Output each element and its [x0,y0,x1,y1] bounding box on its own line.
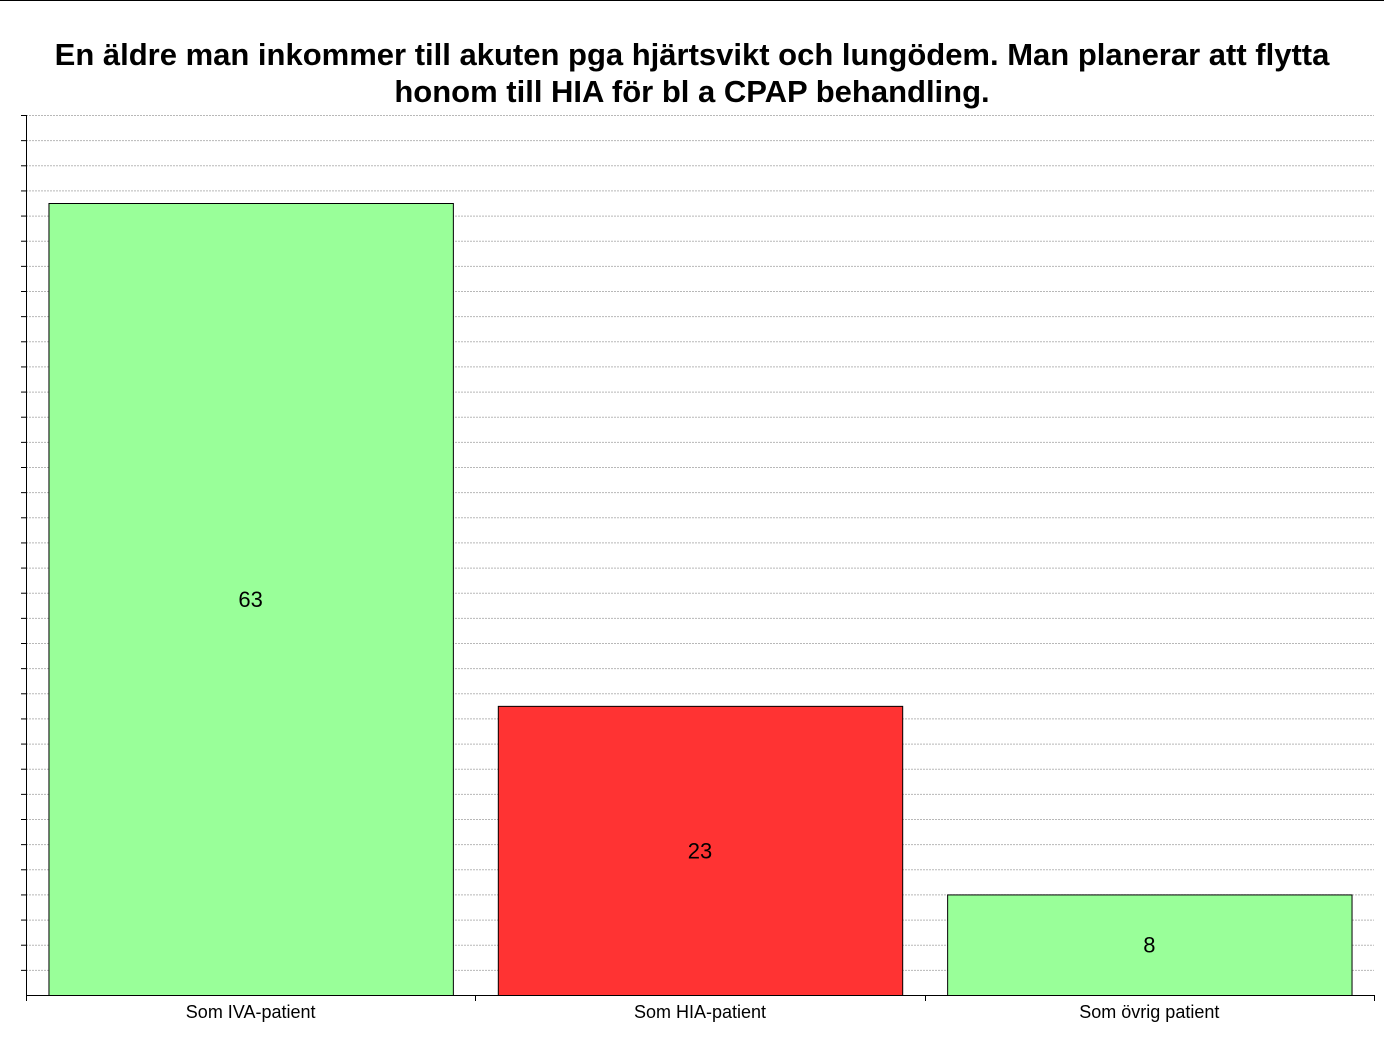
x-tick-label-3: Som övrig patient [1079,1002,1219,1022]
top-border [0,0,1384,1]
gridlines [26,115,1374,971]
data-label-3: 8 [1143,933,1155,958]
bar-2 [497,705,904,996]
x-tick-label-1: Som IVA-patient [186,1002,316,1022]
data-label-2: 23 [688,838,712,863]
x-tick-label-2: Som HIA-patient [634,1002,766,1022]
labels: 63 Som IVA-patient 23 Som HIA-patient 8 Som ö… [186,587,1220,1022]
bar-3 [947,894,1353,997]
data-label-1: 63 [238,587,262,612]
chart-title: En äldre man inkommer till akuten pga hj… [54,37,1330,109]
bar-1 [48,203,454,996]
bars [48,203,1353,997]
